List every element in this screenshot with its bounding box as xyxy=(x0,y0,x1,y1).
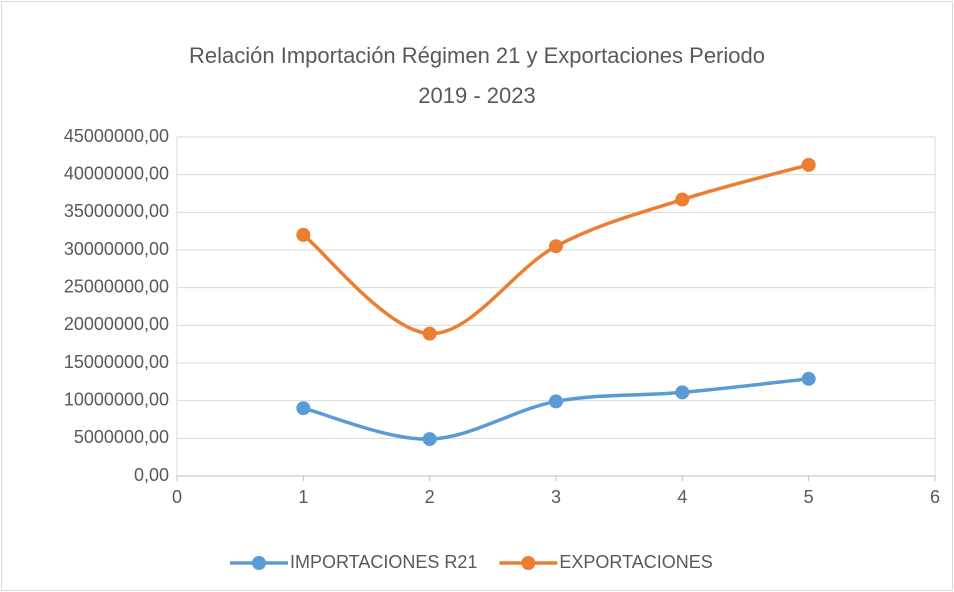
y-tick-label: 5000000,00 xyxy=(74,427,169,447)
legend-marker xyxy=(521,556,536,570)
y-tick-label: 40000000,00 xyxy=(64,163,169,183)
y-tick-label: 10000000,00 xyxy=(64,389,169,409)
chart-title: Relación Importación Régimen 21 y Export… xyxy=(189,43,765,108)
point xyxy=(549,239,563,254)
x-tick-label: 1 xyxy=(298,487,308,507)
point xyxy=(422,432,437,447)
point xyxy=(422,326,437,341)
point xyxy=(549,394,563,409)
point xyxy=(675,192,690,207)
y-tick-label: 45000000,00 xyxy=(64,126,169,146)
x-tick-label: 4 xyxy=(677,487,687,507)
point xyxy=(675,385,690,400)
x-tick-label: 0 xyxy=(172,487,182,507)
y-tick-label: 0,00 xyxy=(134,465,169,485)
y-tick-label: 35000000,00 xyxy=(64,201,169,221)
point xyxy=(801,371,816,386)
legend-marker xyxy=(252,556,266,570)
point xyxy=(296,227,311,242)
x-tick-label: 2 xyxy=(425,487,435,507)
y-tick-label: 25000000,00 xyxy=(64,276,169,296)
x-tick-label: 3 xyxy=(551,487,561,507)
x-tick-label: 5 xyxy=(804,487,814,507)
x-tick-label: 6 xyxy=(930,487,940,507)
y-tick-label: 15000000,00 xyxy=(64,352,169,372)
point xyxy=(296,401,311,416)
y-tick-label: 30000000,00 xyxy=(64,239,169,259)
legend-label: IMPORTACIONES R21 xyxy=(290,552,477,572)
y-tick-label: 20000000,00 xyxy=(64,314,169,334)
point xyxy=(801,157,816,172)
legend-label: EXPORTACIONES xyxy=(559,552,712,572)
